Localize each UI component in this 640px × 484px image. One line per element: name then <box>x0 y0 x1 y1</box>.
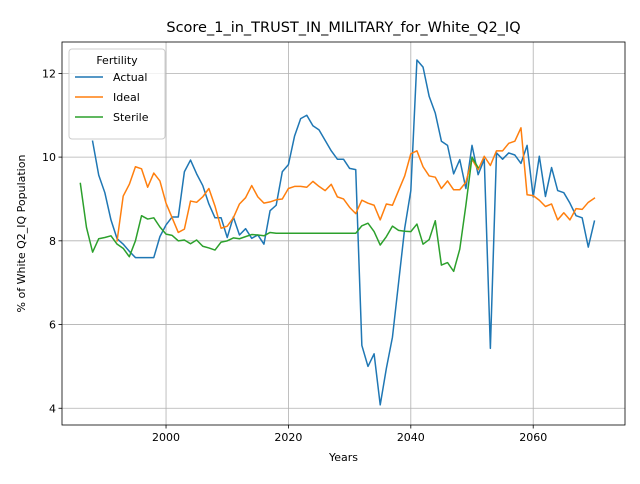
legend-label-actual: Actual <box>113 71 147 84</box>
y-tick-label: 4 <box>49 402 56 415</box>
x-axis-label: Years <box>328 451 358 464</box>
x-tick-label: 2020 <box>274 431 302 444</box>
x-tick-label: 2040 <box>397 431 425 444</box>
chart-title: Score_1_in_TRUST_IN_MILITARY_for_White_Q… <box>166 20 520 36</box>
legend: Fertility Actual Ideal Sterile <box>69 49 165 139</box>
legend-title: Fertility <box>96 54 138 67</box>
y-tick-label: 10 <box>42 151 56 164</box>
y-tick-label: 8 <box>49 235 56 248</box>
y-tick-label: 6 <box>49 319 56 332</box>
x-tick-label: 2060 <box>519 431 547 444</box>
y-tick-label: 12 <box>42 67 56 80</box>
legend-label-ideal: Ideal <box>113 91 140 104</box>
y-axis-label: % of White Q2_IQ Population <box>15 155 28 313</box>
x-tick-label: 2000 <box>152 431 180 444</box>
legend-label-sterile: Sterile <box>113 111 149 124</box>
